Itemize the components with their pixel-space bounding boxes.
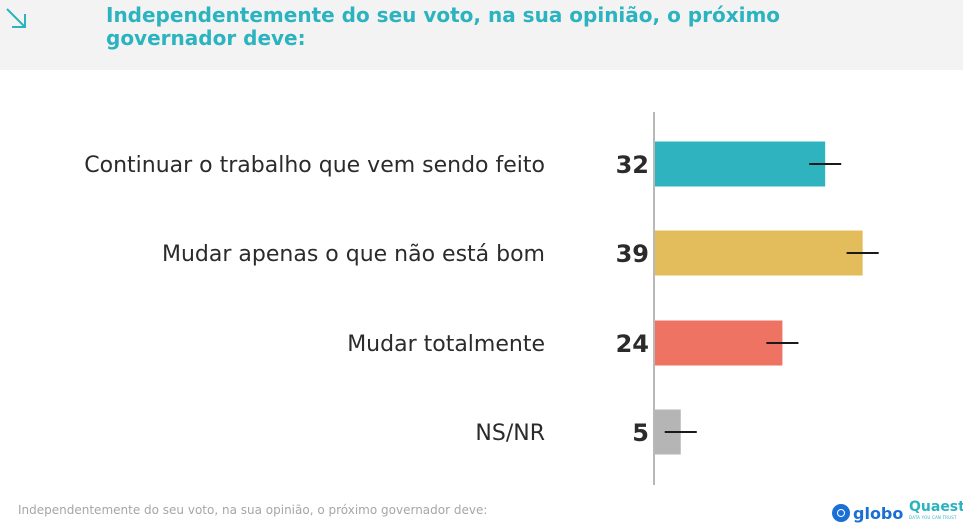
category-label: Mudar apenas o que não está bom — [162, 242, 545, 267]
bar-chart: Continuar o trabalho que vem sendo feito… — [84, 112, 879, 485]
category-label: Mudar totalmente — [347, 332, 545, 357]
value-label: 32 — [616, 151, 649, 179]
globo-logo: globo — [832, 502, 903, 524]
header: Independentemente do seu voto, na sua op… — [0, 0, 963, 70]
category-label: Continuar o trabalho que vem sendo feito — [84, 153, 545, 178]
category-label: NS/NR — [475, 421, 545, 446]
bar — [654, 320, 783, 366]
quaest-logo: Quaest DATA YOU CAN TRUST — [909, 499, 963, 521]
quaest-logo-text: Quaest — [909, 499, 963, 515]
chart-title: Independentemente do seu voto, na sua op… — [106, 3, 781, 50]
value-label: 24 — [616, 330, 649, 358]
globo-icon — [832, 504, 850, 522]
value-label: 39 — [616, 240, 649, 268]
quaest-tagline: DATA YOU CAN TRUST — [909, 515, 957, 520]
value-label: 5 — [632, 419, 649, 447]
arrow-down-right-icon — [6, 8, 26, 28]
globo-logo-text: globo — [853, 503, 904, 523]
footer-caption: Independentemente do seu voto, na sua op… — [18, 503, 488, 517]
bar — [654, 141, 826, 187]
bar — [654, 230, 863, 276]
